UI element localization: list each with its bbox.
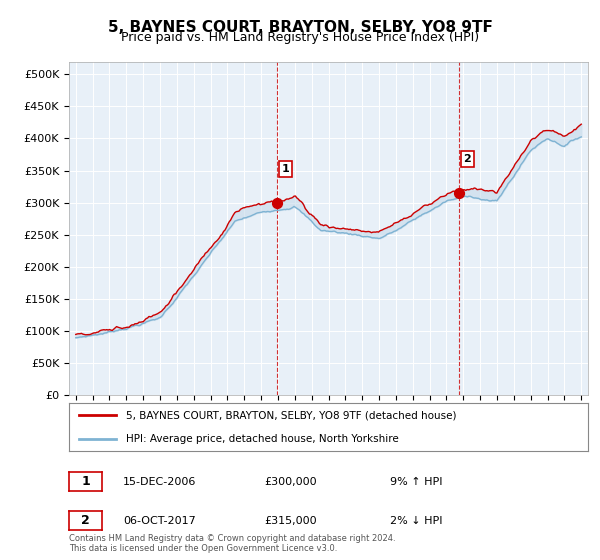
Text: 2: 2 [463, 154, 471, 164]
Text: Contains HM Land Registry data © Crown copyright and database right 2024.
This d: Contains HM Land Registry data © Crown c… [69, 534, 395, 553]
Text: £315,000: £315,000 [264, 516, 317, 526]
Text: 5, BAYNES COURT, BRAYTON, SELBY, YO8 9TF (detached house): 5, BAYNES COURT, BRAYTON, SELBY, YO8 9TF… [126, 410, 457, 420]
Text: 1: 1 [281, 164, 289, 174]
Text: 2: 2 [81, 514, 90, 528]
Text: 06-OCT-2017: 06-OCT-2017 [123, 516, 196, 526]
Text: 1: 1 [81, 475, 90, 488]
Text: £300,000: £300,000 [264, 477, 317, 487]
Point [272, 198, 282, 207]
Point [454, 189, 464, 198]
Text: HPI: Average price, detached house, North Yorkshire: HPI: Average price, detached house, Nort… [126, 434, 399, 444]
Text: 5, BAYNES COURT, BRAYTON, SELBY, YO8 9TF: 5, BAYNES COURT, BRAYTON, SELBY, YO8 9TF [107, 20, 493, 35]
Text: 15-DEC-2006: 15-DEC-2006 [123, 477, 196, 487]
Text: 9% ↑ HPI: 9% ↑ HPI [390, 477, 443, 487]
Text: Price paid vs. HM Land Registry's House Price Index (HPI): Price paid vs. HM Land Registry's House … [121, 31, 479, 44]
Text: 2% ↓ HPI: 2% ↓ HPI [390, 516, 443, 526]
